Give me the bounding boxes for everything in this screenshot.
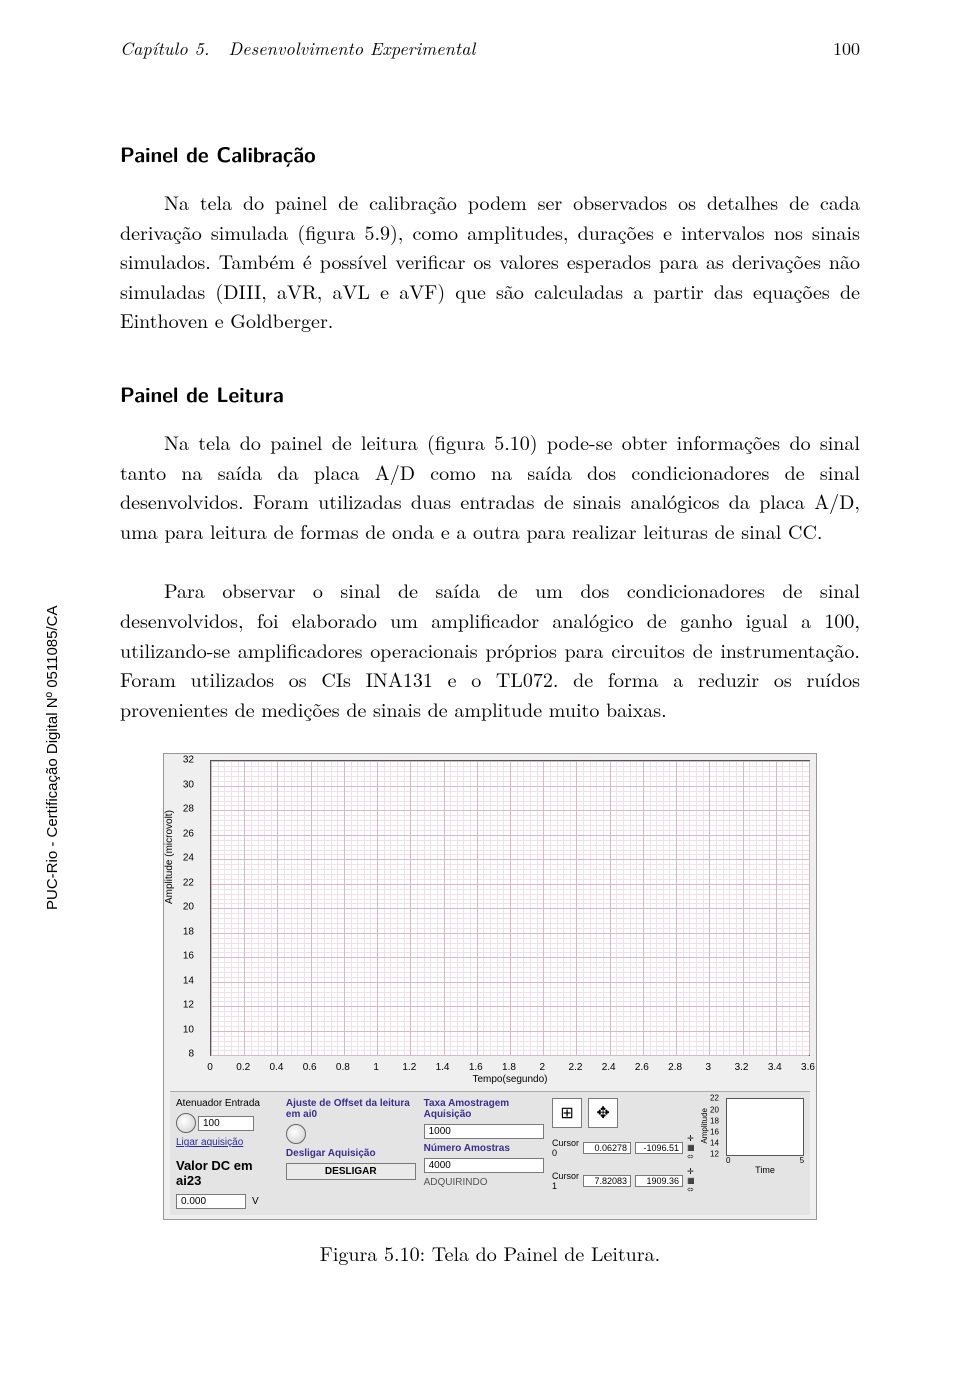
mini-y-label: Amplitude — [700, 1108, 709, 1144]
mini-x-label: Time — [726, 1165, 804, 1175]
offset-label: Ajuste de Offset da leitura em ai0 — [286, 1098, 416, 1120]
waveform-plot[interactable] — [210, 760, 810, 1056]
mini-chart — [726, 1098, 804, 1156]
y-axis-ticks: 3230282624222018161412108 — [164, 760, 198, 1054]
mini-xmax: 5 — [800, 1156, 804, 1165]
mini-y-ticks: 222018161412 — [710, 1098, 726, 1154]
num-samples-input[interactable]: 4000 — [424, 1158, 544, 1173]
dc-unit: V — [252, 1196, 259, 1207]
stop-acquisition-label: Desligar Aquisição — [286, 1148, 416, 1159]
zoom-tool-icon[interactable]: ⊞ — [552, 1098, 582, 1128]
cursor1-label: Cursor 1 — [552, 1171, 579, 1191]
cursor1-y: 1909.36 — [635, 1175, 683, 1187]
start-acquisition-link[interactable]: Ligar aquisição — [176, 1137, 278, 1148]
x-axis-ticks: 00.20.40.60.811.21.41.61.822.22.42.62.83… — [210, 1062, 810, 1076]
cursor1-x: 7.82083 — [583, 1175, 631, 1187]
cursor0-label: Cursor 0 — [552, 1138, 579, 1158]
section-heading-calibracao: Painel de Calibração — [120, 139, 860, 169]
dc-value-readout: 0.000 — [176, 1194, 246, 1209]
paragraph: Para observar o sinal de saída de um dos… — [120, 575, 860, 723]
controls-bar: Atenuador Entrada 100 Ligar aquisição Va… — [170, 1091, 810, 1215]
page-header: Capítulo 5. Desenvolvimento Experimental… — [120, 36, 860, 61]
offset-knob-icon[interactable] — [286, 1124, 306, 1144]
attenuator-knob-icon[interactable] — [176, 1113, 196, 1133]
paragraph: Na tela do painel de calibração podem se… — [120, 187, 860, 335]
stop-button[interactable]: DESLIGAR — [286, 1163, 416, 1180]
figure-panel: Amplitude (microvolt) 323028262422201816… — [163, 753, 817, 1220]
attenuator-label: Atenuador Entrada — [176, 1098, 278, 1109]
sample-rate-label: Taxa Amostragem Aquisição — [424, 1098, 544, 1120]
certification-watermark: PUC-Rio - Certificação Digital Nº 051108… — [44, 606, 61, 910]
section-heading-leitura: Painel de Leitura — [120, 379, 860, 409]
page-number: 100 — [833, 36, 860, 61]
attenuator-input[interactable]: 100 — [198, 1116, 254, 1131]
chapter-title: Desenvolvimento Experimental — [228, 36, 475, 61]
pan-tool-icon[interactable]: ✥ — [588, 1098, 618, 1128]
acquiring-status: ADQUIRINDO — [424, 1177, 544, 1188]
cursor0-y: -1096.51 — [635, 1142, 683, 1154]
num-samples-label: Número Amostras — [424, 1143, 544, 1154]
sample-rate-input[interactable]: 1000 — [424, 1124, 544, 1139]
chapter-label: Capítulo 5. — [120, 36, 210, 61]
dc-value-label: Valor DC em ai23 — [176, 1158, 278, 1188]
cursor1-controls-icon[interactable]: ✛ ▦ ⬄ — [687, 1167, 694, 1194]
paragraph: Na tela do painel de leitura (figura 5.1… — [120, 427, 860, 545]
cursor0-controls-icon[interactable]: ✛ ▦ ⬄ — [687, 1134, 694, 1161]
figure-caption: Figura 5.10: Tela do Painel de Leitura. — [120, 1238, 860, 1267]
cursor0-x: 0.06278 — [583, 1142, 631, 1154]
